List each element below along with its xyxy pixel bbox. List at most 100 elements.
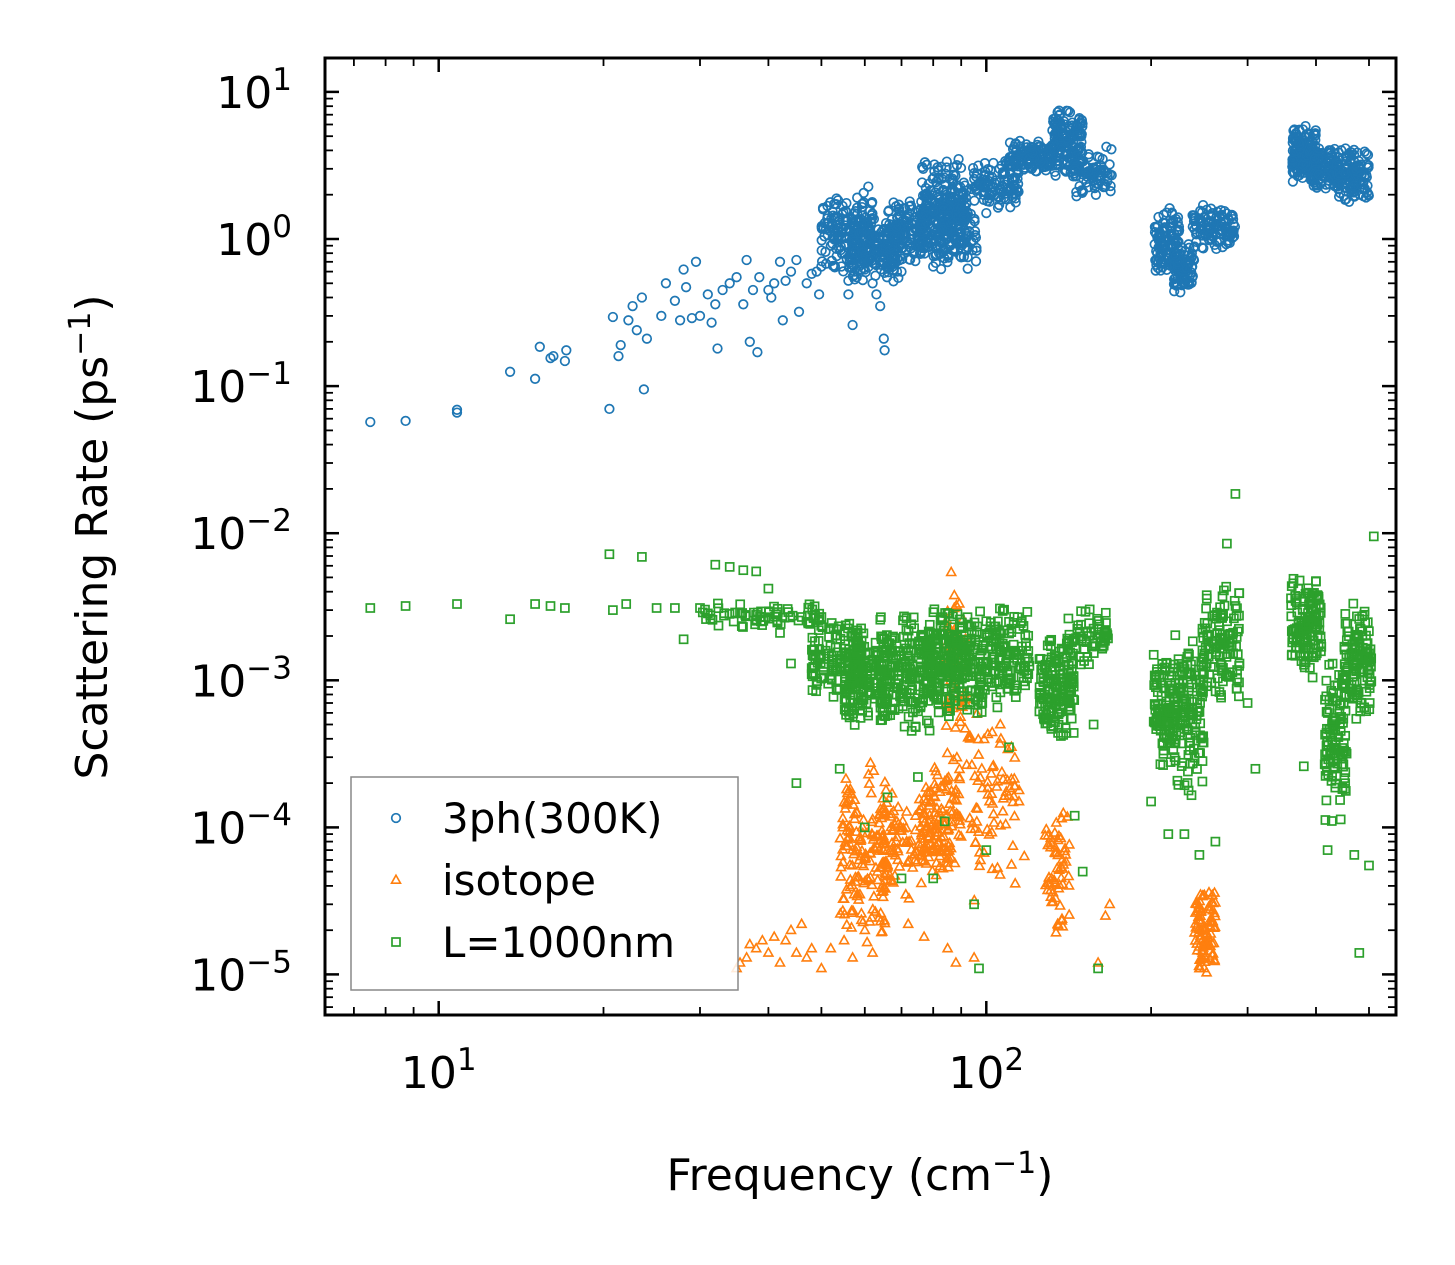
triangle-marker: [991, 861, 1004, 872]
circle-marker: [993, 199, 1005, 211]
square-marker: [1324, 704, 1335, 715]
square-marker: [1228, 648, 1238, 659]
circle-marker: [1310, 166, 1322, 178]
square-marker: [928, 607, 939, 618]
circle-marker: [1077, 186, 1089, 197]
triangle-marker: [800, 951, 813, 962]
square-marker: [1056, 643, 1067, 654]
triangle-marker: [848, 812, 861, 824]
square-marker: [1041, 662, 1052, 673]
square-marker: [1330, 743, 1340, 754]
triangle-marker: [969, 822, 981, 833]
circle-marker: [1075, 141, 1087, 153]
square-marker: [1322, 737, 1332, 748]
triangle-marker: [886, 836, 898, 848]
square-marker: [1051, 681, 1062, 692]
square-marker: [877, 647, 887, 657]
square-marker: [1368, 531, 1379, 542]
square-marker: [1222, 538, 1232, 549]
circle-marker: [641, 333, 653, 344]
square-marker: [913, 772, 923, 782]
circle-marker: [888, 276, 899, 287]
y-axis-label: Scattering Rate (ps−1): [63, 294, 118, 779]
square-marker: [1198, 731, 1209, 742]
triangle-marker: [936, 781, 949, 792]
circle-marker: [955, 187, 966, 199]
circle-marker: [686, 312, 698, 324]
square-marker: [997, 606, 1008, 616]
circle-marker: [867, 278, 878, 289]
triangle-marker: [915, 826, 928, 838]
circle-marker: [607, 311, 619, 323]
triangle-marker: [983, 828, 995, 839]
triangle-marker: [869, 905, 882, 916]
triangle-marker: [866, 878, 878, 890]
square-marker: [807, 632, 818, 643]
square-marker: [882, 792, 893, 803]
square-marker: [975, 606, 985, 617]
square-marker: [1362, 638, 1373, 648]
circle-marker: [1071, 191, 1082, 202]
triangle-marker: [840, 772, 852, 783]
triangle-marker: [1062, 869, 1075, 881]
triangle-marker: [862, 768, 875, 779]
square-marker: [989, 666, 999, 677]
square-marker: [864, 648, 875, 659]
triangle-marker: [866, 946, 879, 957]
circle-marker: [872, 248, 884, 259]
triangle-marker: [990, 780, 1003, 791]
x-axis-label: Frequency (cm−1): [667, 1146, 1054, 1201]
circle-marker: [1287, 176, 1299, 187]
circle-marker: [859, 264, 870, 275]
square-marker: [1187, 636, 1198, 647]
triangle-marker: [1008, 772, 1021, 783]
triangle-marker: [891, 853, 904, 865]
square-marker: [1352, 692, 1363, 703]
square-marker: [1340, 767, 1351, 778]
circle-marker: [561, 345, 572, 356]
square-marker: [965, 699, 976, 710]
circle-marker: [504, 366, 516, 377]
square-marker: [982, 667, 993, 678]
triangle-marker: [975, 762, 988, 773]
square-marker: [1178, 661, 1189, 672]
square-marker: [905, 688, 915, 699]
triangle-marker: [1050, 845, 1063, 857]
square-marker: [1061, 638, 1072, 649]
triangle-marker: [964, 730, 977, 741]
circle-marker: [1104, 159, 1115, 170]
square-marker: [928, 873, 939, 884]
circle-marker: [878, 333, 889, 344]
square-marker: [1084, 618, 1095, 629]
circle-marker: [741, 254, 752, 266]
square-marker: [1242, 698, 1253, 708]
triangle-marker: [847, 904, 859, 915]
triangle-marker: [940, 719, 953, 730]
circle-marker: [946, 192, 957, 204]
triangle-marker: [883, 868, 896, 880]
circle-marker: [901, 235, 912, 246]
triangle-marker: [1103, 897, 1116, 909]
triangle-marker: [877, 843, 889, 854]
triangle-marker: [1018, 849, 1031, 861]
square-marker: [1234, 588, 1244, 598]
circle-marker: [1287, 155, 1299, 166]
square-marker: [936, 614, 947, 625]
triangle-marker: [865, 911, 878, 922]
circle-marker: [962, 263, 973, 274]
square-marker: [703, 608, 713, 619]
square-marker: [898, 631, 909, 642]
triangle-marker: [855, 833, 867, 844]
square-marker: [1195, 674, 1206, 685]
triangle-marker: [868, 890, 880, 901]
square-marker: [1364, 704, 1375, 715]
circle-marker: [940, 168, 951, 180]
square-marker: [1016, 661, 1026, 672]
square-marker: [791, 778, 802, 788]
square-marker: [1077, 866, 1088, 877]
triangle-marker: [903, 855, 916, 866]
circle-marker: [791, 254, 802, 266]
square-marker: [621, 599, 632, 609]
square-marker: [1183, 749, 1194, 760]
triangle-marker: [880, 783, 892, 795]
